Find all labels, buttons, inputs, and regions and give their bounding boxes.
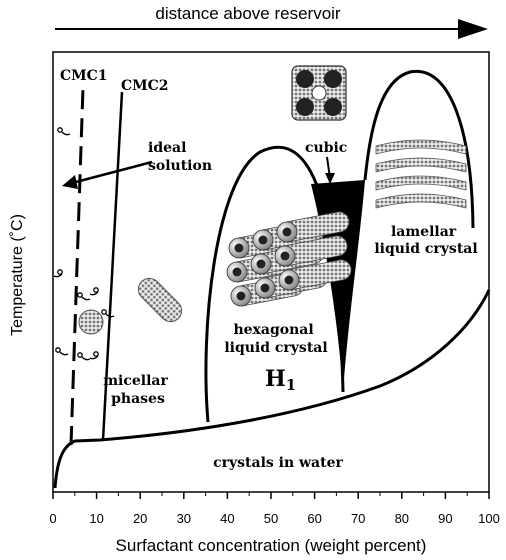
x-tick-label: 70 bbox=[351, 511, 365, 526]
x-tick-label: 0 bbox=[49, 511, 56, 526]
cubic-structure-icon bbox=[291, 65, 347, 121]
surfactant-monomers bbox=[53, 127, 115, 361]
x-tick-label: 80 bbox=[395, 511, 409, 526]
cmc1-line bbox=[69, 87, 85, 446]
crystals-label: crystals in water bbox=[213, 455, 343, 471]
x-axis-label: Surfactant concentration (weight percent… bbox=[116, 536, 427, 555]
x-tick-label: 20 bbox=[133, 511, 147, 526]
lamellar-label: lamellar liquid crystal bbox=[374, 224, 477, 257]
cmc2-line bbox=[101, 91, 124, 441]
h1-label: H1 bbox=[265, 366, 296, 394]
spherical-micelle-icon bbox=[78, 309, 104, 335]
cubic-label: cubic bbox=[305, 140, 347, 156]
y-axis-label: Temperature (˚C) bbox=[9, 214, 26, 336]
cmc1-label: CMC1 bbox=[60, 68, 108, 84]
x-tick-label: 60 bbox=[307, 511, 321, 526]
arrow-label: distance above reservoir bbox=[155, 4, 341, 23]
x-tick-label: 10 bbox=[89, 511, 103, 526]
ideal-solution-arrow bbox=[62, 160, 153, 189]
cylindrical-micelle-icon bbox=[137, 277, 183, 323]
lamellar-dome bbox=[363, 69, 475, 229]
cmc2-label: CMC2 bbox=[121, 78, 169, 94]
micellar-label: micellar phases bbox=[103, 373, 173, 407]
hexagonal-label: hexagonal liquid crystal bbox=[224, 322, 327, 356]
x-tick-label: 50 bbox=[264, 511, 278, 526]
ideal-solution-label: ideal solution bbox=[148, 140, 212, 174]
hexagonal-rods-icon bbox=[226, 211, 352, 307]
x-tick-label: 30 bbox=[177, 511, 191, 526]
x-tick-label: 40 bbox=[220, 511, 234, 526]
krafft-boundary bbox=[53, 289, 491, 489]
lamellar-stack-icon bbox=[375, 139, 467, 209]
distance-arrow: distance above reservoir bbox=[55, 4, 488, 39]
x-axis-ticks: 0 10 20 30 40 50 60 70 80 90 100 bbox=[49, 492, 500, 526]
x-tick-label: 100 bbox=[478, 511, 500, 526]
x-tick-label: 90 bbox=[438, 511, 452, 526]
